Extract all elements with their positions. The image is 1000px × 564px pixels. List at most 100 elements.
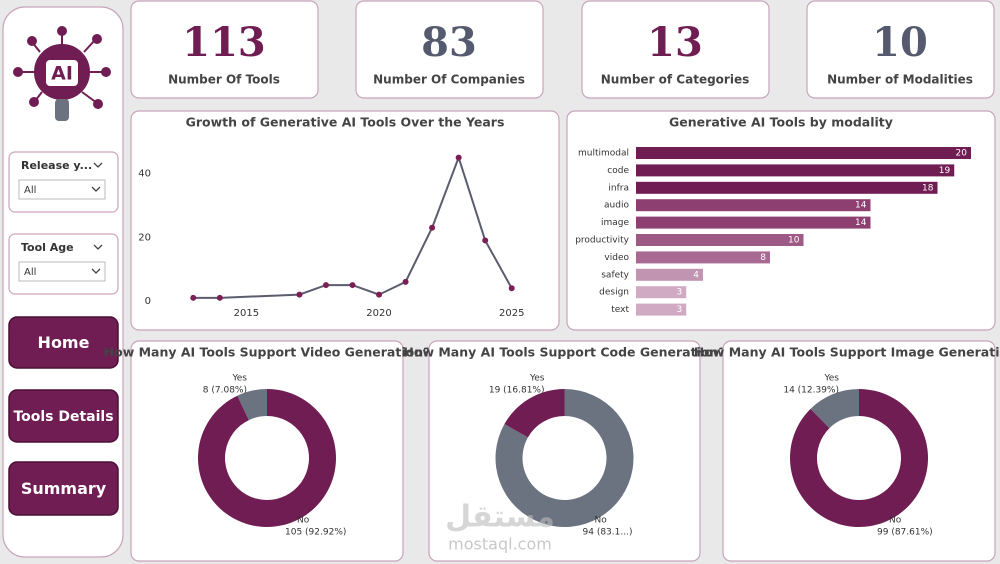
category-label: productivity [575, 236, 629, 246]
point [349, 282, 356, 289]
nav-button-label: Summary [21, 479, 107, 498]
category-label: safety [601, 270, 629, 280]
chart-title: How Many AI Tools Support Code Generatio… [403, 345, 725, 360]
kpi-value: 83 [421, 19, 477, 66]
donut-value-label: 105 (92.92%) [285, 528, 346, 538]
category-label: text [611, 305, 629, 315]
value-label: 18 [922, 183, 934, 193]
watermark: mostaql.com [448, 535, 552, 554]
nav-button[interactable] [8, 461, 119, 516]
value-label: 14 [855, 218, 867, 228]
chart-title: How Many AI Tools Support Image Generati… [694, 345, 1000, 360]
donut-value-label: 8 (7.08%) [203, 386, 247, 396]
bar [636, 303, 687, 316]
kpi-value: 10 [872, 19, 928, 66]
donut-category: Yes [231, 374, 247, 384]
slicer-dropdown[interactable] [18, 261, 106, 282]
category-label: video [604, 253, 629, 263]
ai-icon [13, 26, 111, 121]
donut-category: No [595, 516, 608, 526]
slicer-value: All [24, 267, 36, 278]
donut-category: Yes [823, 374, 839, 384]
kpi-label: Number Of Companies [373, 73, 525, 87]
nav-button-label: Tools Details [13, 409, 113, 425]
point [190, 294, 197, 301]
value-label: 10 [788, 236, 800, 246]
chevron [91, 186, 101, 192]
y-tick-label: 40 [138, 169, 151, 180]
bar [636, 199, 871, 212]
donut-slice [790, 389, 928, 528]
value-label: 3 [677, 305, 683, 315]
nav-button[interactable] [8, 316, 119, 369]
watermark: مستقل [445, 500, 555, 535]
category-label: image [601, 218, 629, 228]
point [322, 282, 329, 289]
category-label: infra [608, 183, 629, 193]
value-label: 20 [956, 149, 968, 159]
donut-slice [237, 389, 267, 421]
kpi-card [581, 0, 770, 99]
y-tick-label: 0 [145, 296, 151, 307]
point [455, 154, 462, 161]
value-label: 8 [760, 253, 766, 263]
y-tick-label: 20 [138, 232, 151, 243]
point [482, 237, 489, 244]
kpi-label: Number of Modalities [827, 73, 973, 87]
kpi-value: 13 [647, 19, 703, 66]
slicer-label: Release y... [21, 159, 92, 172]
donut-slice [495, 389, 634, 527]
donut-category: No [297, 516, 310, 526]
chart-card [428, 340, 701, 562]
category-label: multimodal [578, 149, 629, 159]
bar [636, 234, 804, 246]
value-label: 4 [693, 270, 699, 280]
kpi-card [355, 0, 544, 99]
donut-slice [810, 389, 859, 429]
donut-value-label: 99 (87.61%) [877, 528, 933, 538]
category-label: audio [604, 201, 629, 211]
donut-category: Yes [529, 374, 545, 384]
chart-title: How Many AI Tools Support Video Generati… [104, 345, 431, 360]
bar [636, 164, 955, 177]
chevron [91, 268, 101, 274]
bar [636, 286, 687, 299]
slicer-label: Tool Age [21, 241, 74, 254]
slicer-value: All [24, 185, 36, 196]
kpi-value: 113 [182, 19, 266, 66]
point [296, 291, 303, 298]
nav-button[interactable] [8, 389, 119, 443]
kpi-label: Number of Categories [601, 73, 749, 87]
donut-slice [504, 389, 565, 438]
bar [636, 268, 703, 281]
category-label: code [607, 166, 629, 176]
point [216, 294, 223, 301]
kpi-card [130, 0, 319, 99]
bar [636, 147, 971, 159]
slicer-dropdown[interactable] [18, 179, 106, 200]
donut-value-label: 14 (12.39%) [783, 386, 839, 396]
donut-value-label: 94 (83.1...) [583, 528, 633, 538]
donut-slice [197, 389, 336, 527]
value-label: 14 [855, 201, 867, 211]
value-label: 3 [677, 288, 683, 298]
point [376, 291, 383, 298]
chart-card [130, 110, 560, 331]
x-tick-label: 2025 [499, 308, 524, 319]
icon-text: AI [51, 63, 73, 85]
nav-button-label: Home [38, 333, 90, 352]
point [508, 285, 515, 292]
kpi-label: Number Of Tools [168, 73, 280, 87]
x-tick-label: 2015 [234, 308, 259, 319]
chart-card [722, 340, 996, 562]
category-label: design [599, 288, 629, 298]
value-label: 19 [939, 166, 951, 176]
bar [636, 181, 938, 194]
donut-value-label: 19 (16.81%) [489, 386, 545, 396]
point [429, 224, 436, 231]
chart-card [130, 340, 404, 562]
chevron [93, 244, 103, 250]
donut-category: No [889, 516, 902, 526]
x-tick-label: 2020 [366, 308, 391, 319]
